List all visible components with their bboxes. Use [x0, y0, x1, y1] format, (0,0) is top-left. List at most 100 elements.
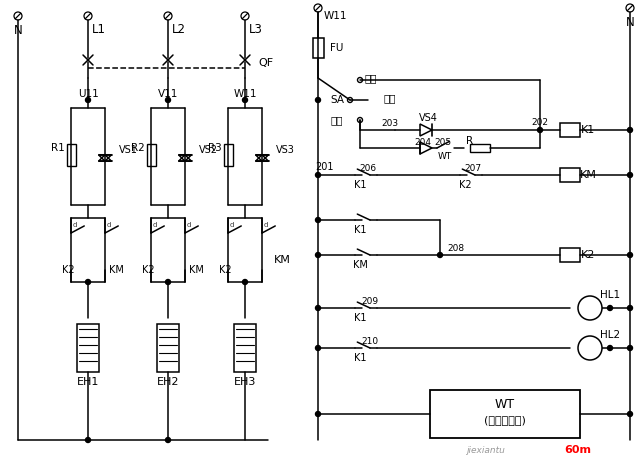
Text: K2: K2: [141, 265, 154, 275]
Circle shape: [627, 412, 632, 416]
Text: R2: R2: [131, 143, 145, 153]
Text: K2: K2: [459, 180, 471, 190]
Text: K1: K1: [354, 353, 366, 363]
Bar: [157, 324, 179, 372]
Bar: [560, 248, 580, 262]
Text: FU: FU: [330, 43, 344, 53]
Text: R3: R3: [208, 143, 222, 153]
Text: 201: 201: [315, 162, 333, 172]
Text: KM: KM: [273, 255, 291, 265]
Text: K1: K1: [354, 313, 366, 323]
Text: KM: KM: [109, 265, 124, 275]
Text: L3: L3: [249, 22, 263, 35]
Text: 203: 203: [381, 118, 399, 128]
Circle shape: [627, 306, 632, 310]
Text: K1: K1: [354, 225, 366, 235]
Text: U11: U11: [77, 89, 99, 99]
Text: (二位温控仪): (二位温控仪): [484, 415, 526, 425]
Text: d: d: [107, 222, 111, 228]
Circle shape: [86, 97, 90, 102]
Text: HL2: HL2: [600, 330, 620, 340]
Text: K1: K1: [581, 125, 595, 135]
Circle shape: [316, 173, 321, 178]
Text: 209: 209: [362, 297, 379, 306]
Text: VS1: VS1: [119, 145, 138, 155]
Text: d: d: [153, 222, 157, 228]
Text: V11: V11: [158, 89, 178, 99]
Text: WT: WT: [438, 151, 452, 161]
Text: 207: 207: [465, 163, 481, 173]
Text: W11: W11: [233, 89, 257, 99]
Circle shape: [86, 437, 90, 442]
Text: VS4: VS4: [419, 113, 437, 123]
Circle shape: [243, 280, 248, 285]
Circle shape: [316, 306, 321, 310]
Text: 202: 202: [531, 118, 548, 127]
Text: VS2: VS2: [199, 145, 218, 155]
Text: R1: R1: [51, 143, 65, 153]
Text: KM: KM: [353, 260, 367, 270]
Text: KM: KM: [189, 265, 204, 275]
Text: L1: L1: [92, 22, 106, 35]
Circle shape: [627, 128, 632, 133]
Text: 210: 210: [362, 336, 379, 346]
Circle shape: [166, 437, 170, 442]
Bar: [470, 144, 490, 152]
Text: 208: 208: [447, 244, 465, 252]
Bar: [234, 324, 256, 372]
Circle shape: [627, 346, 632, 351]
Bar: [560, 123, 580, 137]
Text: K2: K2: [219, 265, 231, 275]
Circle shape: [316, 97, 321, 102]
Text: 断开: 断开: [383, 93, 396, 103]
Bar: [430, 390, 580, 438]
Circle shape: [316, 218, 321, 223]
Bar: [147, 144, 156, 166]
Text: KM: KM: [580, 170, 596, 180]
Text: K2: K2: [61, 265, 74, 275]
Bar: [560, 168, 580, 182]
Bar: [223, 144, 232, 166]
Text: 205: 205: [435, 138, 452, 146]
Circle shape: [627, 252, 632, 257]
Bar: [67, 144, 76, 166]
Circle shape: [243, 97, 248, 102]
Text: QF: QF: [258, 58, 273, 68]
Text: K2: K2: [581, 250, 595, 260]
Text: N: N: [626, 16, 634, 28]
Text: EH2: EH2: [157, 377, 179, 387]
Bar: [312, 38, 323, 58]
Circle shape: [166, 97, 170, 102]
Circle shape: [316, 412, 321, 416]
Text: 206: 206: [360, 163, 376, 173]
Text: N: N: [13, 23, 22, 37]
Circle shape: [607, 306, 612, 310]
Circle shape: [316, 346, 321, 351]
Circle shape: [627, 173, 632, 178]
Circle shape: [438, 252, 442, 257]
Text: HL1: HL1: [600, 290, 620, 300]
Circle shape: [607, 346, 612, 351]
Text: VS3: VS3: [276, 145, 295, 155]
Text: d: d: [264, 222, 268, 228]
Circle shape: [316, 252, 321, 257]
Text: WT: WT: [495, 397, 515, 410]
Circle shape: [86, 280, 90, 285]
Text: R: R: [467, 136, 474, 146]
Text: d: d: [230, 222, 234, 228]
Text: 自动: 自动: [330, 115, 343, 125]
Text: EH3: EH3: [234, 377, 256, 387]
Text: EH1: EH1: [77, 377, 99, 387]
Circle shape: [578, 296, 602, 320]
Text: 204: 204: [415, 138, 431, 146]
Text: L2: L2: [172, 22, 186, 35]
Text: jiexiantu: jiexiantu: [465, 446, 504, 454]
Circle shape: [538, 128, 543, 133]
Text: K1: K1: [354, 180, 366, 190]
Text: 手动: 手动: [365, 73, 377, 83]
Bar: [77, 324, 99, 372]
Circle shape: [166, 280, 170, 285]
Text: SA: SA: [330, 95, 344, 105]
Text: 60m: 60m: [564, 445, 591, 455]
Text: W11: W11: [324, 11, 348, 21]
